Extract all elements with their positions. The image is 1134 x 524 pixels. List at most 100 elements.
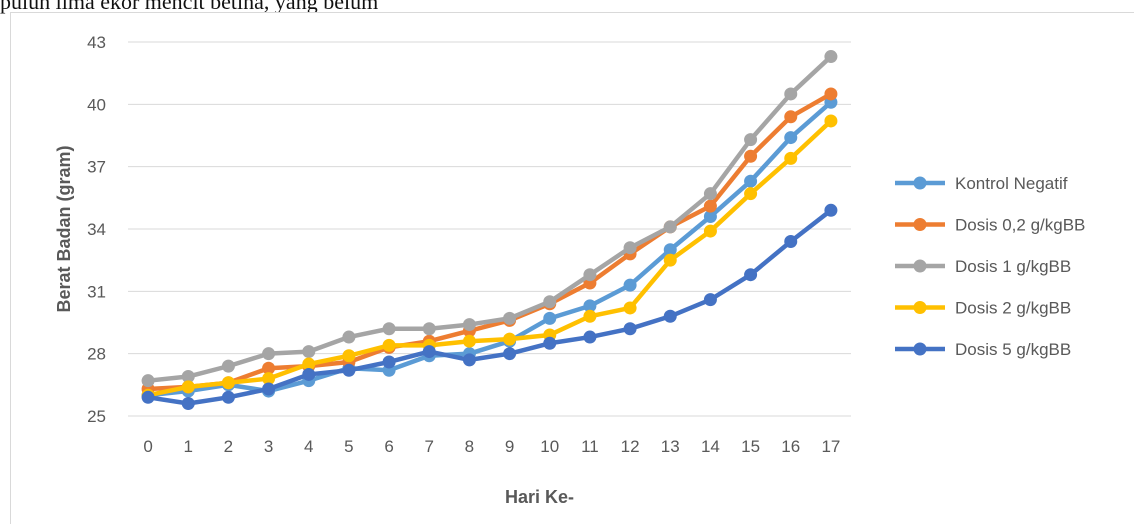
data-point <box>583 309 597 323</box>
series-line-2 <box>145 91 834 392</box>
data-point <box>221 376 235 390</box>
series-line-4 <box>145 118 834 398</box>
y-tick-label: 34 <box>87 220 106 239</box>
series-line-5 <box>145 208 834 406</box>
data-point <box>462 334 476 348</box>
x-tick-label: 11 <box>581 437 599 456</box>
data-point <box>703 224 717 238</box>
data-point <box>141 374 155 388</box>
data-point <box>703 199 717 213</box>
data-point <box>262 347 276 361</box>
data-point <box>703 187 717 201</box>
x-tick-label: 0 <box>143 437 152 456</box>
data-point <box>342 330 356 344</box>
data-point <box>623 278 637 292</box>
data-point <box>583 330 597 344</box>
data-point <box>824 50 838 64</box>
data-point <box>462 353 476 367</box>
chart-frame <box>10 12 1134 524</box>
data-point <box>784 110 798 124</box>
data-point <box>382 338 396 352</box>
data-point <box>744 133 758 147</box>
data-point <box>824 114 838 128</box>
x-axis-title: Hari Ke- <box>505 487 574 507</box>
x-tick-label: 8 <box>465 437 474 456</box>
data-point <box>382 355 396 369</box>
data-point <box>543 295 557 309</box>
x-tick-label: 16 <box>781 437 800 456</box>
y-tick-label: 40 <box>87 95 106 114</box>
legend-swatch-marker <box>913 301 927 314</box>
legend-swatch-marker <box>913 218 927 231</box>
y-tick-label: 25 <box>87 407 106 426</box>
data-point <box>703 210 717 224</box>
data-point <box>302 367 316 381</box>
document-text-line: puluh lima ekor mencit betina, yang belu… <box>0 0 379 14</box>
data-point <box>262 382 276 396</box>
x-tick-label: 9 <box>505 437 514 456</box>
data-point <box>744 268 758 282</box>
y-tick-label: 31 <box>87 282 106 301</box>
data-point <box>382 322 396 336</box>
legend-label: Dosis 1 g/kgBB <box>955 257 1071 276</box>
data-point <box>503 311 517 325</box>
data-point <box>422 345 436 359</box>
data-point <box>302 345 316 359</box>
data-point <box>824 203 838 217</box>
legend-label: Kontrol Negatif <box>955 174 1068 193</box>
data-point <box>262 372 276 386</box>
data-point <box>744 187 758 201</box>
data-point <box>503 332 517 346</box>
legend-swatch-marker <box>913 342 927 356</box>
series-line-3 <box>145 54 834 383</box>
data-point <box>342 349 356 363</box>
legend-label: Dosis 5 g/kgBB <box>955 340 1071 359</box>
data-point <box>663 243 677 257</box>
y-tick-label: 37 <box>87 158 106 177</box>
data-point <box>141 390 155 404</box>
x-tick-label: 4 <box>304 437 313 456</box>
data-point <box>221 390 235 404</box>
data-point <box>663 253 677 267</box>
data-point <box>583 268 597 282</box>
data-point <box>181 397 195 411</box>
x-tick-label: 2 <box>224 437 233 456</box>
x-tick-label: 1 <box>184 437 193 456</box>
data-point <box>744 149 758 163</box>
data-point <box>342 363 356 377</box>
y-tick-label: 28 <box>87 345 106 364</box>
legend-swatch-marker <box>913 176 927 190</box>
x-tick-label: 12 <box>621 437 640 456</box>
x-tick-label: 13 <box>661 437 680 456</box>
data-point <box>623 241 637 255</box>
data-point <box>784 131 798 145</box>
legend-label: Dosis 0,2 g/kgBB <box>955 216 1085 235</box>
data-point <box>784 234 798 248</box>
data-point <box>543 311 557 325</box>
data-point <box>221 359 235 373</box>
data-point <box>181 370 195 384</box>
x-tick-label: 15 <box>741 437 760 456</box>
x-tick-label: 5 <box>344 437 353 456</box>
data-point <box>663 309 677 323</box>
data-point <box>703 293 717 307</box>
x-tick-label: 14 <box>701 437 720 456</box>
x-tick-label: 7 <box>425 437 434 456</box>
x-tick-label: 6 <box>384 437 393 456</box>
data-point <box>744 174 758 188</box>
y-axis-title: Berat Badan (gram) <box>54 145 74 312</box>
x-tick-label: 3 <box>264 437 273 456</box>
data-point <box>262 361 276 375</box>
legend-swatch-marker <box>913 259 927 273</box>
data-point <box>583 299 597 313</box>
data-point <box>543 336 557 350</box>
x-tick-label: 10 <box>540 437 559 456</box>
data-point <box>503 347 517 361</box>
legend-label: Dosis 2 g/kgBB <box>955 299 1071 318</box>
data-point <box>623 322 637 336</box>
y-tick-label: 43 <box>87 33 106 52</box>
x-tick-label: 17 <box>821 437 840 456</box>
data-point <box>181 380 195 394</box>
data-point <box>302 357 316 371</box>
